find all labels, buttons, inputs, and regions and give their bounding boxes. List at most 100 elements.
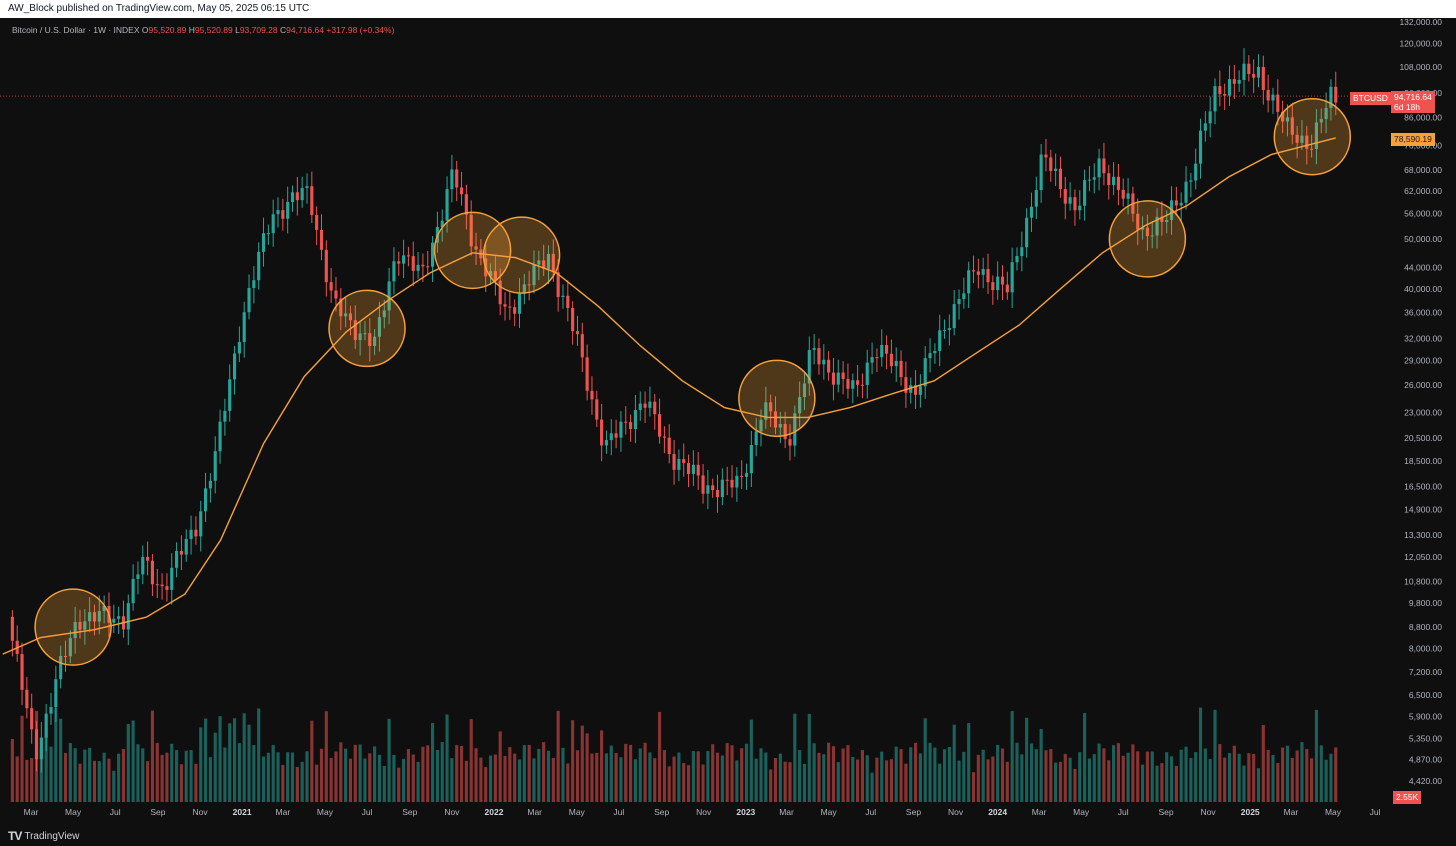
x-tick-label: 2025 bbox=[1241, 807, 1260, 817]
volume-bar bbox=[986, 759, 990, 802]
volume-bar bbox=[967, 723, 971, 802]
volume-bar bbox=[1252, 753, 1256, 802]
volume-bar bbox=[851, 756, 855, 802]
candle-body bbox=[860, 384, 865, 386]
volume-bar bbox=[10, 739, 14, 802]
volume-bar bbox=[150, 710, 155, 802]
volume-bar bbox=[933, 747, 937, 802]
volume-bar bbox=[39, 748, 43, 802]
volume-bar bbox=[179, 764, 183, 802]
volume-bar bbox=[609, 745, 613, 802]
candle-body bbox=[387, 281, 391, 311]
x-tick-label: May bbox=[65, 807, 82, 817]
volume-bar bbox=[1097, 743, 1101, 802]
candle-body bbox=[20, 654, 24, 690]
volume-bar bbox=[1314, 709, 1319, 802]
price-chart[interactable]: 132,000.00120,000.00108,000.0096,000.008… bbox=[0, 18, 1456, 826]
x-tick-label: May bbox=[1073, 807, 1090, 817]
candle-body bbox=[1203, 123, 1207, 131]
volume-bar bbox=[1213, 709, 1217, 802]
candle-body bbox=[1136, 213, 1140, 230]
candle-body bbox=[1179, 202, 1183, 206]
candle-body bbox=[947, 328, 951, 330]
volume-bar bbox=[59, 718, 63, 802]
candle-body bbox=[981, 269, 985, 275]
y-tick-label: 50,000.00 bbox=[1404, 234, 1442, 244]
volume-bar bbox=[1329, 753, 1333, 802]
candle-body bbox=[165, 586, 169, 590]
y-tick-label: 36,000.00 bbox=[1404, 307, 1442, 317]
low-label: L bbox=[235, 25, 240, 35]
x-tick-label: Jul bbox=[1370, 807, 1381, 817]
candle-body bbox=[740, 475, 744, 477]
candle-body bbox=[962, 293, 966, 300]
volume-bar bbox=[334, 751, 338, 802]
candle-body bbox=[609, 433, 613, 441]
y-tick-label: 8,000.00 bbox=[1409, 643, 1442, 653]
volume-bar bbox=[503, 755, 507, 802]
volume-bar bbox=[971, 772, 976, 802]
volume-bar bbox=[546, 750, 551, 802]
y-tick-label: 120,000.00 bbox=[1399, 38, 1442, 48]
volume-bar bbox=[769, 769, 773, 802]
volume-bar bbox=[715, 752, 720, 802]
tv-logo-icon: TV bbox=[8, 829, 22, 843]
volume-bar bbox=[223, 747, 227, 802]
volume-bar bbox=[1015, 742, 1019, 802]
candle-body bbox=[382, 310, 386, 318]
candle-body bbox=[1237, 79, 1241, 84]
volume-bar bbox=[571, 720, 575, 802]
volume-bar bbox=[798, 750, 802, 802]
candle-body bbox=[1261, 67, 1265, 90]
tradingview-logo[interactable]: TV TradingView bbox=[8, 829, 79, 843]
volume-bar bbox=[363, 758, 367, 802]
candle-body bbox=[604, 440, 609, 446]
candle-body bbox=[677, 459, 681, 470]
volume-bar bbox=[373, 746, 377, 802]
volume-bar bbox=[1232, 745, 1236, 802]
y-tick-label: 132,000.00 bbox=[1399, 18, 1442, 27]
candle-body bbox=[406, 255, 410, 257]
volume-bar bbox=[735, 760, 739, 802]
candle-body bbox=[131, 578, 135, 604]
volume-bar bbox=[686, 765, 691, 802]
candle-body bbox=[909, 385, 913, 393]
candle-body bbox=[450, 169, 454, 190]
volume-bar bbox=[237, 743, 241, 802]
candle-body bbox=[1266, 89, 1270, 101]
candle-body bbox=[1295, 134, 1299, 143]
candle-body bbox=[638, 403, 642, 411]
volume-bar bbox=[590, 753, 594, 802]
candle-body bbox=[885, 344, 889, 354]
candle-body bbox=[957, 299, 961, 305]
candle-body bbox=[160, 584, 164, 587]
candle-body bbox=[619, 421, 623, 438]
candle-body bbox=[1068, 197, 1072, 204]
volume-bar bbox=[773, 758, 778, 802]
candle-body bbox=[817, 348, 821, 365]
volume-bar bbox=[421, 746, 425, 802]
candle-body bbox=[189, 529, 193, 539]
candle-body bbox=[1271, 94, 1275, 101]
volume-bar bbox=[899, 749, 903, 802]
candle-body bbox=[324, 249, 328, 283]
volume-bar bbox=[1242, 765, 1246, 802]
candle-body bbox=[720, 479, 724, 498]
candle-body bbox=[580, 334, 584, 358]
volume-bar bbox=[928, 742, 932, 802]
candle-body bbox=[266, 233, 270, 235]
candle-body bbox=[73, 621, 77, 639]
candle-body bbox=[764, 402, 768, 420]
volume-bar bbox=[1160, 763, 1164, 802]
volume-bar bbox=[778, 753, 782, 802]
x-tick-label: Nov bbox=[1201, 807, 1217, 817]
x-tick-label: May bbox=[1325, 807, 1342, 817]
bar-countdown: 6d 18h bbox=[1394, 102, 1420, 112]
y-tick-label: 16,500.00 bbox=[1404, 482, 1442, 492]
candle-body bbox=[542, 260, 546, 269]
volume-bar bbox=[300, 761, 304, 802]
volume-bar bbox=[252, 745, 256, 802]
candle-body bbox=[1247, 63, 1251, 74]
candle-body bbox=[498, 280, 502, 305]
highlight-circle bbox=[34, 588, 112, 666]
